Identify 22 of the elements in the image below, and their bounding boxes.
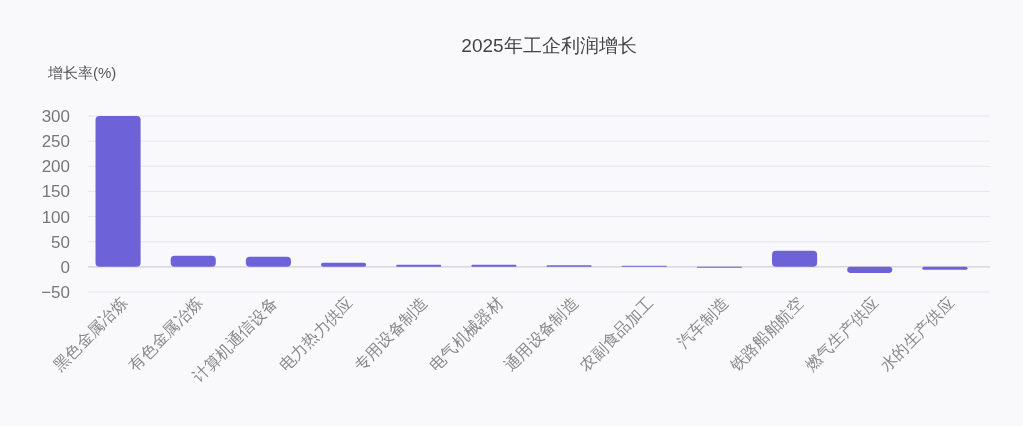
bar — [772, 250, 818, 267]
x-tick-label: 汽车制造 — [674, 294, 732, 352]
x-tick-label: 水的生产供应 — [877, 294, 958, 374]
y-tick-label: 250 — [41, 132, 70, 152]
chart-title: 2025年工企利润增长 — [461, 35, 637, 56]
bar — [396, 264, 442, 267]
y-tick-label: 150 — [41, 182, 70, 202]
y-tick-label: −50 — [41, 283, 70, 302]
y-tick-label: 0 — [60, 257, 70, 277]
x-tick-label: 电力热力供应 — [275, 294, 356, 374]
y-tick-label: 200 — [41, 157, 70, 177]
y-axis-title: 增长率(%) — [47, 64, 117, 81]
bar — [170, 255, 216, 267]
bar — [245, 256, 291, 267]
y-tick-label: 50 — [51, 232, 70, 252]
bar — [847, 266, 893, 273]
bar — [95, 116, 141, 267]
y-tick-label: 300 — [41, 107, 70, 126]
y-tick-label: 100 — [41, 207, 70, 227]
bar — [471, 264, 517, 267]
bar — [922, 266, 968, 270]
bar — [321, 262, 367, 267]
